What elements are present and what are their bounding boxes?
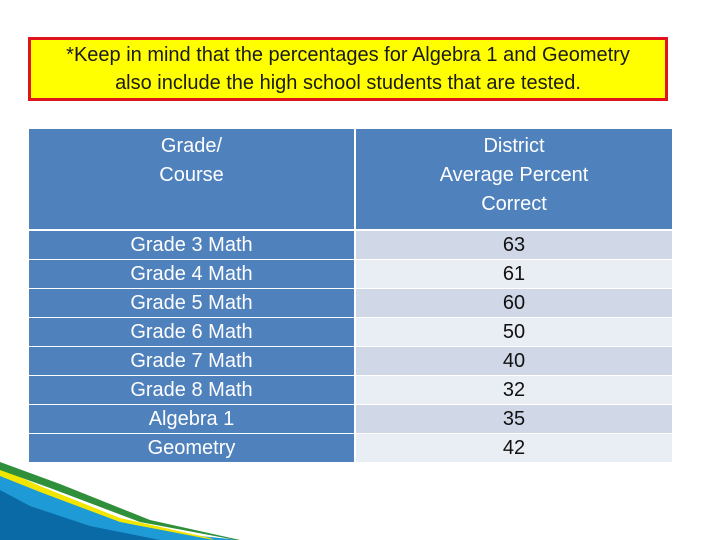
note-box: *Keep in mind that the percentages for A… (28, 37, 668, 101)
row-value: 40 (356, 347, 672, 376)
note-line-2: also include the high school students th… (115, 72, 581, 94)
row-course: Grade 8 Math (29, 376, 356, 405)
note-line-1: *Keep in mind that the percentages for A… (66, 44, 630, 66)
row-course: Grade 5 Math (29, 289, 356, 318)
row-value: 50 (356, 318, 672, 347)
header-score-line-2: Average Percent (439, 164, 589, 186)
row-value: 42 (356, 434, 672, 463)
row-value: 60 (356, 289, 672, 318)
scores-table: Grade/ Course District Average Percent C… (29, 129, 672, 463)
header-course: Grade/ Course (29, 129, 356, 231)
header-score-line-3: Correct (481, 193, 547, 215)
row-course: Grade 6 Math (29, 318, 356, 347)
header-score-line-1: District (483, 135, 545, 157)
row-course: Grade 3 Math (29, 231, 356, 260)
row-value: 35 (356, 405, 672, 434)
row-course: Grade 7 Math (29, 347, 356, 376)
row-value: 63 (356, 231, 672, 260)
header-score: District Average Percent Correct (356, 129, 672, 231)
decorative-swoosh (0, 462, 240, 540)
row-course: Geometry (29, 434, 356, 463)
row-value: 32 (356, 376, 672, 405)
row-course: Algebra 1 (29, 405, 356, 434)
header-course-line-1: Grade/ (160, 135, 223, 157)
swoosh-dark-blue (0, 490, 160, 540)
row-value: 61 (356, 260, 672, 289)
header-course-line-2: Course (159, 164, 224, 186)
row-course: Grade 4 Math (29, 260, 356, 289)
